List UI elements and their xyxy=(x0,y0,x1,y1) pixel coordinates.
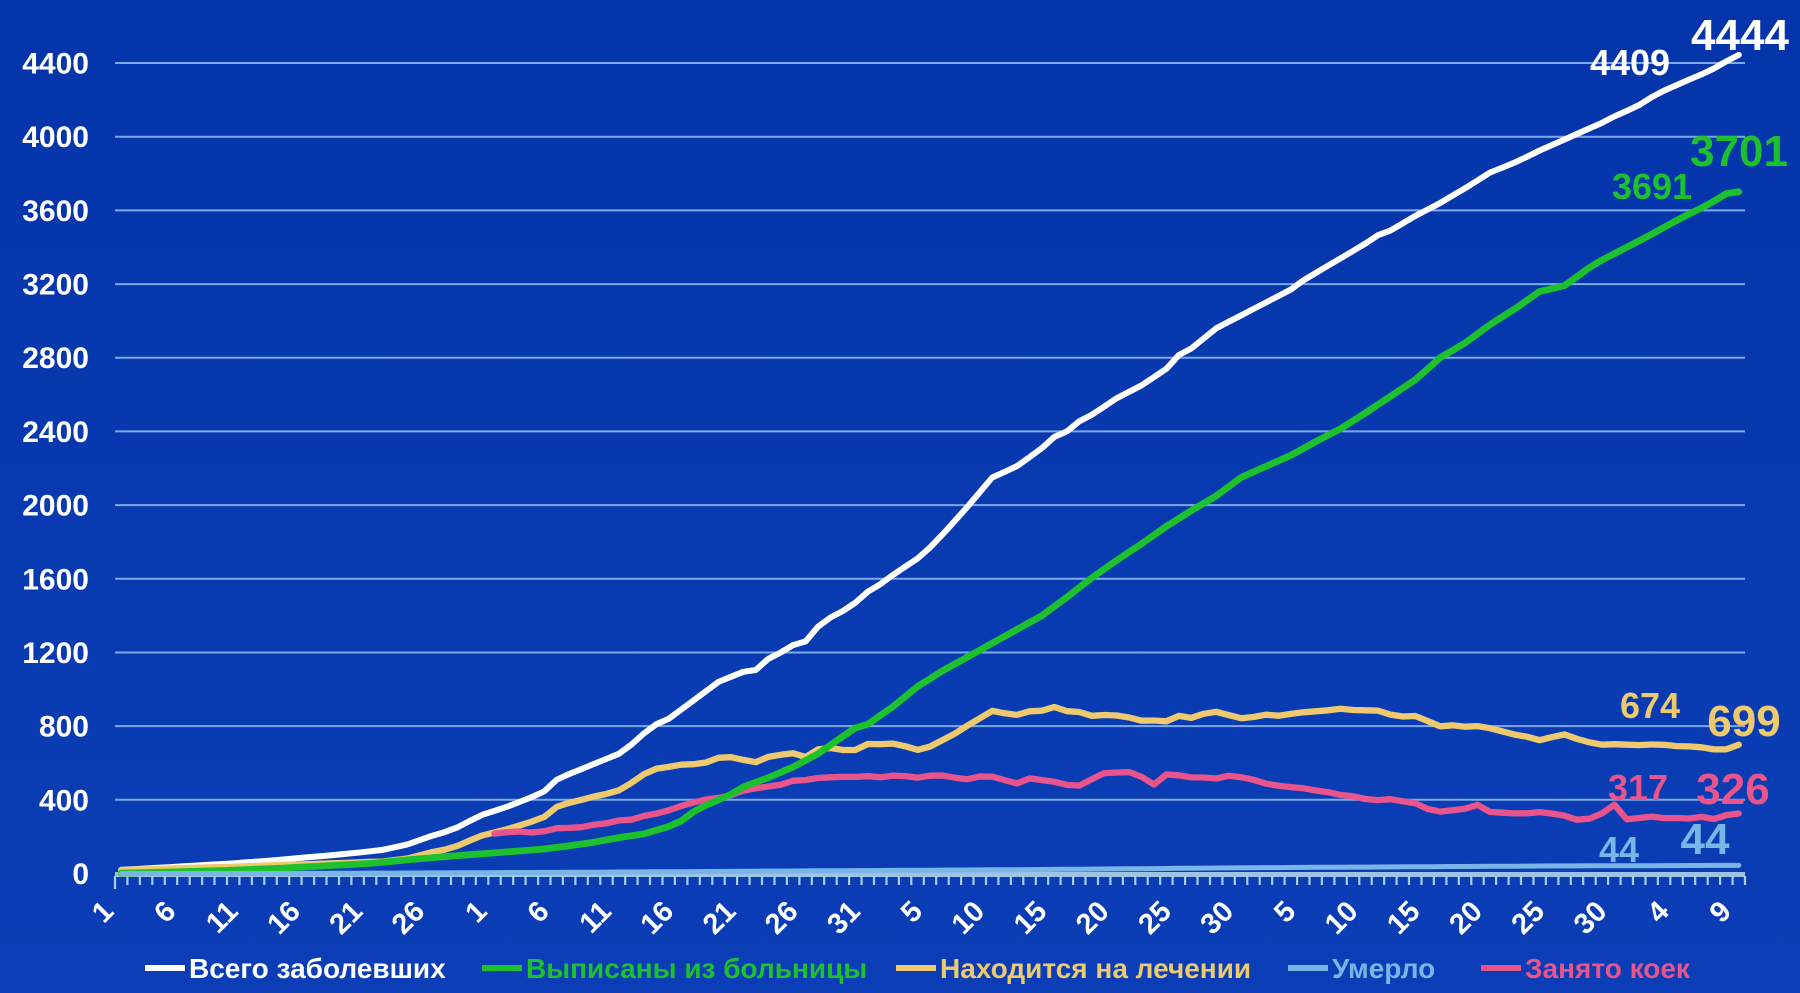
svg-text:674: 674 xyxy=(1620,685,1680,726)
svg-text:Умерло: Умерло xyxy=(1332,953,1435,984)
svg-text:Всего заболевших: Всего заболевших xyxy=(189,953,446,984)
svg-text:326: 326 xyxy=(1696,765,1769,814)
svg-text:Выписаны из больницы: Выписаны из больницы xyxy=(526,953,867,984)
svg-text:4409: 4409 xyxy=(1590,42,1670,83)
svg-text:0: 0 xyxy=(72,858,89,891)
svg-text:3200: 3200 xyxy=(22,269,89,302)
svg-text:4400: 4400 xyxy=(22,48,89,81)
svg-text:4000: 4000 xyxy=(22,121,89,154)
svg-text:Находится на лечении: Находится на лечении xyxy=(940,953,1251,984)
svg-text:3691: 3691 xyxy=(1612,166,1692,207)
svg-text:1200: 1200 xyxy=(22,637,89,670)
svg-text:44: 44 xyxy=(1681,815,1730,864)
svg-text:44: 44 xyxy=(1599,829,1639,870)
svg-text:4444: 4444 xyxy=(1691,11,1789,60)
svg-text:699: 699 xyxy=(1707,697,1780,746)
svg-text:800: 800 xyxy=(39,711,89,744)
svg-text:Занято коек: Занято коек xyxy=(1525,953,1691,984)
svg-text:1600: 1600 xyxy=(22,563,89,596)
svg-text:317: 317 xyxy=(1608,767,1668,808)
svg-text:3701: 3701 xyxy=(1690,127,1788,176)
svg-text:2800: 2800 xyxy=(22,342,89,375)
svg-text:2400: 2400 xyxy=(22,416,89,449)
svg-text:3600: 3600 xyxy=(22,195,89,228)
svg-text:400: 400 xyxy=(39,784,89,817)
svg-text:2000: 2000 xyxy=(22,490,89,523)
